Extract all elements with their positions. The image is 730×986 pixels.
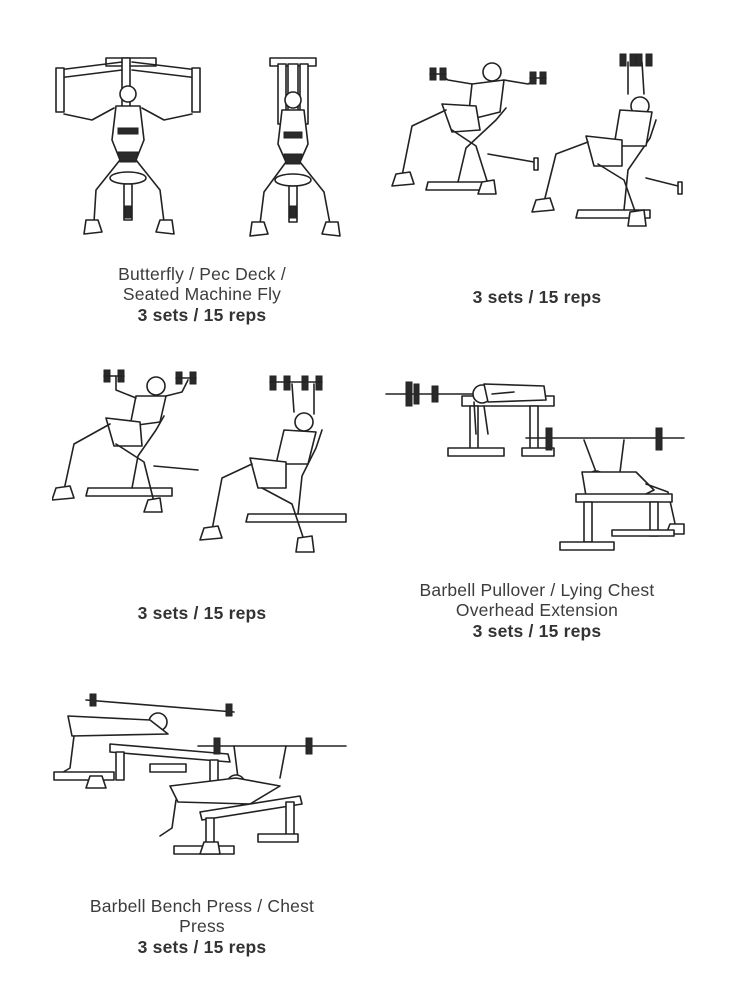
pullover-figure-up <box>526 428 684 550</box>
incline-press-figure-down <box>52 370 198 512</box>
incline-dumbbell-press-illustration <box>52 364 352 564</box>
incline-press-figure-up <box>200 376 346 552</box>
exercise-caption-4: Barbell Pullover / Lying Chest Overhead … <box>372 580 702 641</box>
exercise-name: Barbell Pullover / Lying Chest Overhead … <box>419 580 655 620</box>
exercise-sets-reps: 3 sets / 15 reps <box>137 603 267 623</box>
incline-fly-figure-open <box>392 63 546 194</box>
exercise-caption-3: 3 sets / 15 reps <box>37 602 367 623</box>
exercise-name: Barbell Bench Press / Chest Press <box>89 896 315 936</box>
barbell-pullover-illustration <box>384 372 689 557</box>
exercise-sets-reps: 3 sets / 15 reps <box>137 937 267 957</box>
butterfly-figure-closed <box>250 58 340 236</box>
pullover-figure-overhead <box>386 382 554 456</box>
exercise-caption-2: 3 sets / 15 reps <box>372 286 702 307</box>
incline-fly-figure-closed <box>532 54 682 226</box>
exercise-sets-reps: 3 sets / 15 reps <box>472 621 602 641</box>
exercise-sets-reps: 3 sets / 15 reps <box>472 287 602 307</box>
exercise-sets-reps: 3 sets / 15 reps <box>137 305 267 325</box>
exercise-caption-1: Butterfly / Pec Deck / Seated Machine Fl… <box>37 264 367 325</box>
butterfly-illustration <box>52 50 352 245</box>
bench-press-figure-up <box>160 738 346 854</box>
exercise-name: Butterfly / Pec Deck / Seated Machine Fl… <box>118 264 286 304</box>
exercise-caption-5: Barbell Bench Press / Chest Press 3 sets… <box>37 896 367 957</box>
butterfly-figure-open <box>56 58 200 234</box>
incline-dumbbell-fly-illustration <box>388 50 688 245</box>
barbell-bench-press-illustration <box>50 692 350 867</box>
bench-press-figure-down <box>54 694 234 788</box>
